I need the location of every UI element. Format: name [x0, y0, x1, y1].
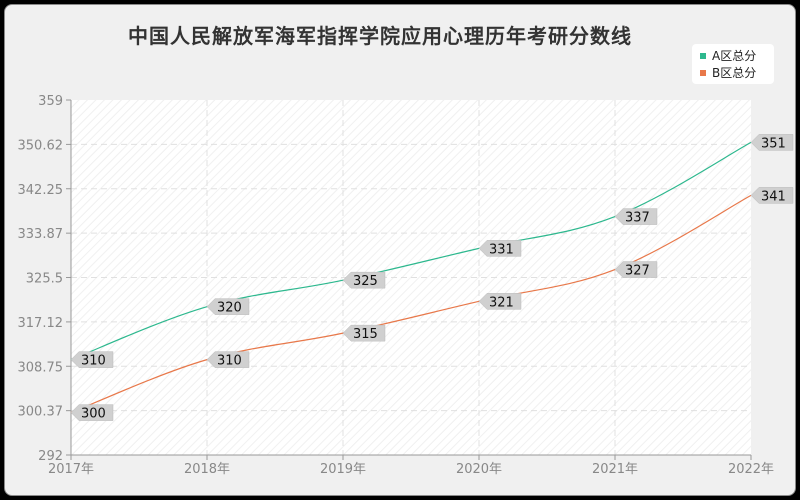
data-label: 321	[478, 293, 522, 310]
y-tick-label: 359	[38, 94, 63, 109]
data-label: 310	[70, 351, 114, 369]
svg-text:310: 310	[81, 354, 106, 369]
data-label: 310	[206, 351, 250, 369]
legend-label-b: B区总分	[712, 66, 757, 80]
svg-text:310: 310	[217, 354, 242, 369]
legend: A区总分 B区总分	[692, 44, 774, 84]
svg-text:325: 325	[353, 274, 378, 289]
x-tick-label: 2020年	[456, 462, 502, 477]
y-tick-label: 333.87	[18, 227, 64, 242]
data-label: 320	[206, 298, 250, 316]
svg-text:321: 321	[489, 295, 514, 310]
y-tick-label: 300.37	[18, 405, 64, 420]
series-line-a	[70, 141, 752, 361]
x-tick-label: 2019年	[320, 462, 366, 477]
y-tick-label: 350.62	[18, 138, 64, 153]
x-tick-label: 2022年	[728, 462, 774, 477]
y-tick-label: 342.25	[18, 183, 64, 198]
y-tick-label: 317.12	[18, 316, 64, 331]
y-tick-label: 308.75	[18, 360, 64, 375]
legend-swatch-a-icon	[700, 53, 706, 59]
y-tick-label: 292	[38, 449, 63, 464]
legend-item-b[interactable]: B区总分	[700, 65, 756, 81]
legend-item-a[interactable]: A区总分	[700, 48, 756, 64]
data-label: 337	[614, 208, 658, 226]
svg-text:337: 337	[625, 211, 650, 226]
svg-text:351: 351	[761, 136, 786, 151]
data-label: 315	[342, 324, 386, 342]
legend-label-a: A区总分	[712, 49, 757, 63]
data-label: 331	[478, 240, 522, 257]
data-label: 300	[70, 404, 114, 422]
svg-text:327: 327	[625, 264, 650, 279]
legend-swatch-b-icon	[700, 70, 706, 76]
svg-text:320: 320	[217, 301, 242, 316]
data-label: 341	[750, 187, 794, 204]
data-label: 325	[342, 271, 386, 289]
chart-title: 中国人民解放军海军指挥学院应用心理历年考研分数线	[128, 24, 632, 48]
svg-text:341: 341	[761, 189, 786, 204]
series-line-b	[70, 194, 752, 414]
svg-text:300: 300	[81, 407, 106, 422]
svg-text:331: 331	[489, 242, 514, 257]
x-tick-label: 2017年	[48, 462, 94, 477]
x-tick-label: 2021年	[592, 462, 638, 477]
x-tick-label: 2018年	[184, 462, 230, 477]
svg-text:315: 315	[353, 327, 378, 342]
data-label: 351	[750, 134, 794, 151]
data-label: 327	[614, 261, 658, 279]
y-tick-label: 325.5	[26, 272, 63, 287]
